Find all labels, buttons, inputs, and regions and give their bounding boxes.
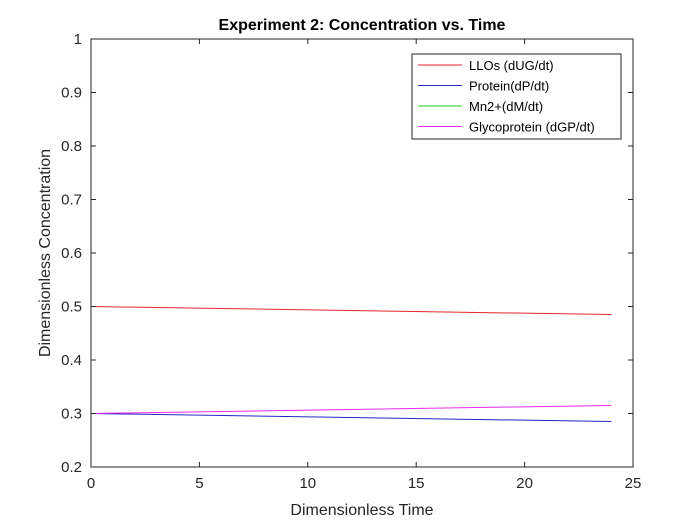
legend-label-2: Mn2+(dM/dt) xyxy=(469,99,543,114)
x-tick-label: 0 xyxy=(87,475,95,492)
chart-title: Experiment 2: Concentration vs. Time xyxy=(219,17,506,34)
y-tick-label: 1 xyxy=(74,31,82,48)
legend-items: LLOs (dUG/dt) Protein(dP/dt) Mn2+(dM/dt) Gl… xyxy=(418,58,595,135)
x-tick-label: 5 xyxy=(195,475,203,492)
legend-label-3: Glycoprotein (dGP/dt) xyxy=(469,120,595,135)
x-tick-label: 15 xyxy=(408,475,425,492)
x-tick-label: 25 xyxy=(625,475,642,492)
y-tick-label: 0.2 xyxy=(61,459,82,476)
x-tick-label: 10 xyxy=(299,475,316,492)
series-line-1 xyxy=(90,413,612,423)
series-line-3 xyxy=(90,404,612,414)
legend: LLOs (dUG/dt) Protein(dP/dt) Mn2+(dM/dt) Gl… xyxy=(411,53,622,140)
x-tick-label: 20 xyxy=(516,475,533,492)
tick-layer: 0 5 10 15 20 25 0.2 0.3 0.4 0.5 0.6 0.7 0.8 0.9 1 xyxy=(61,31,641,492)
series-line-0 xyxy=(90,306,612,316)
x-axis-label: Dimensionless Time xyxy=(290,502,433,519)
legend-box xyxy=(411,53,622,140)
y-tick-label: 0.6 xyxy=(61,245,82,262)
y-axis-label: Dimensionless Concentration xyxy=(37,149,54,357)
y-tick-label: 0.8 xyxy=(61,138,82,155)
y-tick-label: 0.3 xyxy=(61,406,82,423)
y-tick-label: 0.7 xyxy=(61,192,82,209)
y-tick-label: 0.9 xyxy=(61,85,82,102)
y-tick-label: 0.4 xyxy=(61,352,82,369)
y-tick-label: 0.5 xyxy=(61,299,82,316)
legend-label-1: Protein(dP/dt) xyxy=(469,79,549,94)
legend-label-0: LLOs (dUG/dt) xyxy=(469,58,554,73)
